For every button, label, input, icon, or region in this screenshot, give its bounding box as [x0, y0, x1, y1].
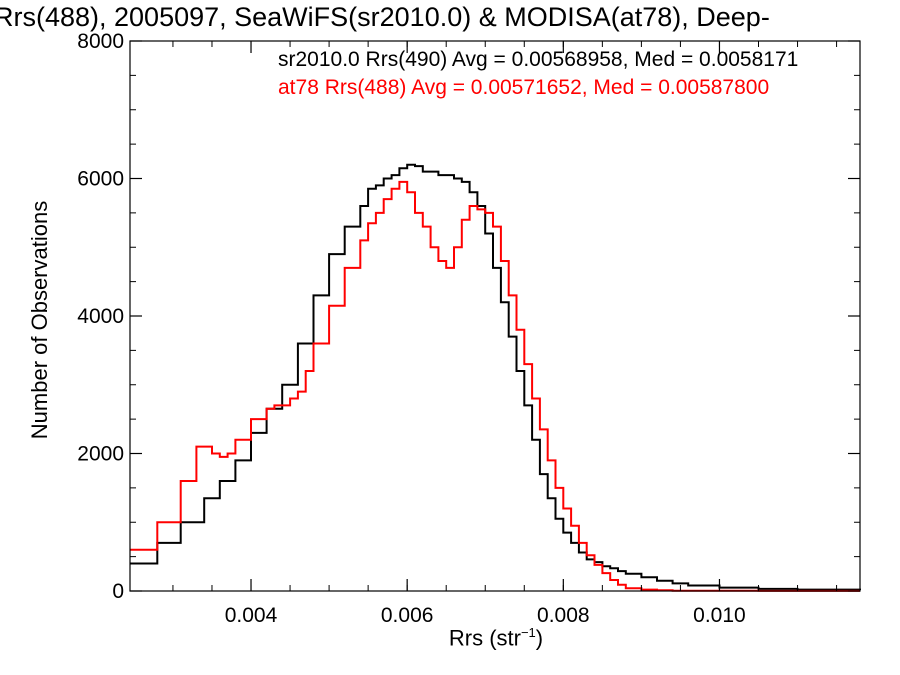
x-axis-label: Rrs (str−1): [449, 625, 543, 651]
y-tick-label: 8000: [77, 30, 124, 53]
x-tick-label: 0.004: [225, 604, 278, 627]
y-tick-label: 6000: [77, 168, 124, 191]
plot-frame: [129, 40, 861, 592]
x-tick-label: 0.006: [381, 604, 434, 627]
legend-entry-at78: at78 Rrs(488) Avg = 0.00571652, Med = 0.…: [278, 76, 770, 99]
x-axis-label-suffix: ): [535, 625, 544, 651]
y-tick-label: 0: [112, 580, 124, 603]
y-tick-label: 4000: [77, 305, 124, 328]
series-line-1: [130, 180, 860, 592]
chart-title: Rrs(488), 2005097, SeaWiFS(sr2010.0) & M…: [0, 2, 770, 32]
y-tick-label: 2000: [77, 443, 124, 466]
x-tick-label: 0.008: [537, 604, 590, 627]
legend-entry-sr2010: sr2010.0 Rrs(490) Avg = 0.00568958, Med …: [278, 48, 799, 71]
series-line-0: [130, 163, 861, 591]
y-axis-label: Number of Observations: [27, 200, 52, 440]
x-axis-label-base: Rrs (str: [448, 625, 521, 651]
x-tick-label: 0.010: [693, 604, 746, 627]
axis-layer: 0.004 0.006 0.008 0.010 0 2000 4000 6000 8000: [77, 30, 861, 627]
series-layer: [130, 163, 861, 592]
x-axis-label-unit-exponent: −1: [520, 625, 536, 640]
